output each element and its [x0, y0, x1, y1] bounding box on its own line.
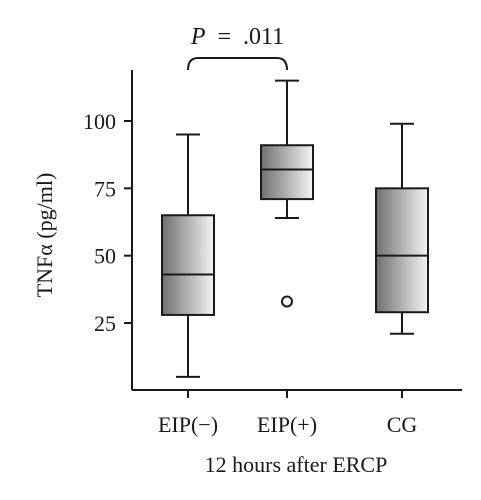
box-iqr [260, 144, 314, 201]
boxes [161, 79, 429, 378]
y-axis-label: TNFα (pg/ml) [32, 173, 57, 298]
p-value-label: P = .011 [190, 24, 284, 50]
p-equals: = [218, 24, 232, 50]
box-iqr [375, 187, 429, 314]
significance-bracket [187, 57, 288, 71]
x-axis-label: 12 hours after ERCP [205, 452, 388, 477]
y-tick-label: 25 [94, 311, 116, 336]
box-group [260, 79, 314, 308]
box-iqr [161, 214, 215, 316]
x-tick-label: CG [387, 412, 418, 437]
x-tick-label: EIP(−) [158, 412, 218, 437]
box-group [375, 122, 429, 335]
y-tick-label: 100 [83, 109, 116, 134]
outlier-point [281, 295, 293, 308]
significance-annotation: P = .011 [187, 24, 288, 71]
box-group [161, 133, 215, 378]
p-value: .011 [243, 24, 284, 50]
axes: 25 50 75 100 EIP(−) EIP(+) CG [83, 70, 462, 437]
p-symbol: P [190, 24, 206, 50]
x-tick-label: EIP(+) [257, 412, 317, 437]
y-tick-label: 75 [94, 176, 116, 201]
y-tick-label: 50 [94, 244, 116, 269]
